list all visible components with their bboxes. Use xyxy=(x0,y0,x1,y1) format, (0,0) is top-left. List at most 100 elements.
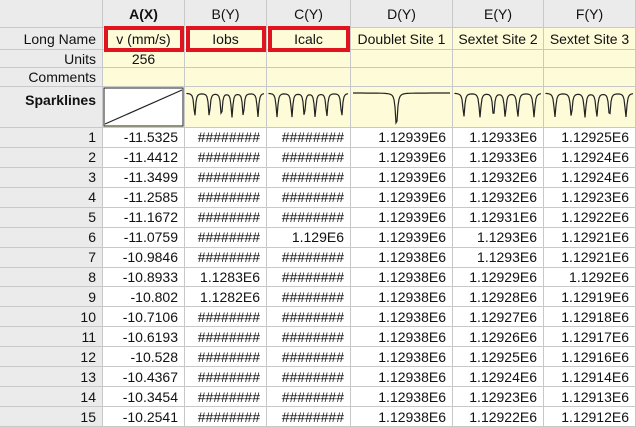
data-cell[interactable]: 1.1293E6 xyxy=(453,247,544,268)
data-cell[interactable]: ######## xyxy=(267,247,351,268)
comments-cell[interactable] xyxy=(351,68,453,87)
long-name-cell[interactable]: Sextet Site 3 xyxy=(544,28,636,50)
row-number[interactable]: 15 xyxy=(0,407,103,427)
data-cell[interactable]: 1.12929E6 xyxy=(453,267,544,288)
row-number[interactable]: 11 xyxy=(0,327,103,348)
sparkline-cell[interactable] xyxy=(544,87,636,128)
row-number[interactable]: 12 xyxy=(0,347,103,368)
row-number[interactable]: 3 xyxy=(0,167,103,188)
column-header[interactable]: C(Y) xyxy=(267,0,351,28)
data-cell[interactable]: 1.12939E6 xyxy=(351,207,453,228)
data-cell[interactable]: ######## xyxy=(185,307,267,328)
data-cell[interactable]: 1.12938E6 xyxy=(351,327,453,348)
data-cell[interactable]: ######## xyxy=(185,147,267,168)
data-cell[interactable]: 1.12926E6 xyxy=(453,327,544,348)
column-header[interactable]: B(Y) xyxy=(185,0,267,28)
data-cell[interactable]: ######## xyxy=(267,367,351,388)
data-cell[interactable]: ######## xyxy=(267,387,351,408)
comments-cell[interactable] xyxy=(103,68,185,87)
data-cell[interactable]: 1.12938E6 xyxy=(351,247,453,268)
column-header[interactable]: A(X) xyxy=(103,0,185,28)
data-cell[interactable]: 1.12938E6 xyxy=(351,267,453,288)
data-cell[interactable]: 1.12921E6 xyxy=(544,227,636,248)
long-name-cell[interactable]: v (mm/s) xyxy=(103,28,185,50)
sparkline-cell[interactable] xyxy=(103,87,185,128)
data-cell[interactable]: 1.12938E6 xyxy=(351,387,453,408)
row-number[interactable]: 8 xyxy=(0,267,103,288)
units-cell[interactable]: 256 xyxy=(103,50,185,68)
comments-cell[interactable] xyxy=(267,68,351,87)
row-number[interactable]: 9 xyxy=(0,287,103,308)
row-number[interactable]: 4 xyxy=(0,187,103,208)
data-cell[interactable]: 1.12927E6 xyxy=(453,307,544,328)
data-cell[interactable]: -11.3499 xyxy=(103,167,185,188)
long-name-cell[interactable]: Sextet Site 2 xyxy=(453,28,544,50)
data-cell[interactable]: -11.0759 xyxy=(103,227,185,248)
data-cell[interactable]: 1.12923E6 xyxy=(544,187,636,208)
column-header[interactable]: E(Y) xyxy=(453,0,544,28)
data-cell[interactable]: 1.12938E6 xyxy=(351,287,453,308)
row-number[interactable]: 6 xyxy=(0,227,103,248)
data-cell[interactable]: 1.12917E6 xyxy=(544,327,636,348)
sparkline-cell[interactable] xyxy=(185,87,267,128)
data-cell[interactable]: -10.3454 xyxy=(103,387,185,408)
column-header[interactable]: D(Y) xyxy=(351,0,453,28)
data-cell[interactable]: 1.12939E6 xyxy=(351,128,453,148)
units-cell[interactable] xyxy=(267,50,351,68)
column-header[interactable]: F(Y) xyxy=(544,0,636,28)
comments-cell[interactable] xyxy=(453,68,544,87)
data-cell[interactable]: 1.129E6 xyxy=(267,227,351,248)
data-cell[interactable]: 1.12939E6 xyxy=(351,167,453,188)
long-name-cell[interactable]: Iobs xyxy=(185,28,267,50)
long-name-cell[interactable]: Icalc xyxy=(267,28,351,50)
data-cell[interactable]: -10.4367 xyxy=(103,367,185,388)
row-number[interactable]: 2 xyxy=(0,147,103,168)
row-number[interactable]: 1 xyxy=(0,128,103,148)
data-cell[interactable]: -11.4412 xyxy=(103,147,185,168)
data-cell[interactable]: ######## xyxy=(267,307,351,328)
data-cell[interactable]: ######## xyxy=(267,287,351,308)
sparkline-cell[interactable] xyxy=(351,87,453,128)
row-number[interactable]: 13 xyxy=(0,367,103,388)
data-cell[interactable]: 1.12938E6 xyxy=(351,347,453,368)
comments-cell[interactable] xyxy=(544,68,636,87)
data-cell[interactable]: ######## xyxy=(185,247,267,268)
data-cell[interactable]: -11.2585 xyxy=(103,187,185,208)
data-cell[interactable]: ######## xyxy=(267,187,351,208)
data-cell[interactable]: 1.12924E6 xyxy=(453,367,544,388)
data-cell[interactable]: 1.12938E6 xyxy=(351,367,453,388)
data-cell[interactable]: -10.2541 xyxy=(103,407,185,427)
data-cell[interactable]: ######## xyxy=(267,128,351,148)
data-cell[interactable]: 1.12923E6 xyxy=(453,387,544,408)
data-cell[interactable]: 1.12914E6 xyxy=(544,367,636,388)
data-cell[interactable]: ######## xyxy=(185,407,267,427)
data-cell[interactable]: ######## xyxy=(185,347,267,368)
units-cell[interactable] xyxy=(544,50,636,68)
data-cell[interactable]: 1.12924E6 xyxy=(544,167,636,188)
units-cell[interactable] xyxy=(453,50,544,68)
data-cell[interactable]: 1.12939E6 xyxy=(351,187,453,208)
data-cell[interactable]: 1.12921E6 xyxy=(544,247,636,268)
row-number[interactable]: 5 xyxy=(0,207,103,228)
row-number[interactable]: 14 xyxy=(0,387,103,408)
data-cell[interactable]: ######## xyxy=(267,147,351,168)
data-cell[interactable]: ######## xyxy=(185,387,267,408)
data-cell[interactable]: -10.528 xyxy=(103,347,185,368)
data-cell[interactable]: -10.8933 xyxy=(103,267,185,288)
data-cell[interactable]: -10.6193 xyxy=(103,327,185,348)
data-cell[interactable]: ######## xyxy=(185,367,267,388)
data-cell[interactable]: ######## xyxy=(185,167,267,188)
data-cell[interactable]: 1.12932E6 xyxy=(453,187,544,208)
data-cell[interactable]: -11.5325 xyxy=(103,128,185,148)
data-cell[interactable]: -11.1672 xyxy=(103,207,185,228)
data-cell[interactable]: 1.12939E6 xyxy=(351,147,453,168)
data-cell[interactable]: ######## xyxy=(185,187,267,208)
comments-cell[interactable] xyxy=(185,68,267,87)
data-cell[interactable]: ######## xyxy=(185,227,267,248)
data-cell[interactable]: 1.12933E6 xyxy=(453,128,544,148)
data-cell[interactable]: ######## xyxy=(267,407,351,427)
long-name-cell[interactable]: Doublet Site 1 xyxy=(351,28,453,50)
data-cell[interactable]: 1.12913E6 xyxy=(544,387,636,408)
data-cell[interactable]: 1.12925E6 xyxy=(453,347,544,368)
data-cell[interactable]: 1.12922E6 xyxy=(453,407,544,427)
